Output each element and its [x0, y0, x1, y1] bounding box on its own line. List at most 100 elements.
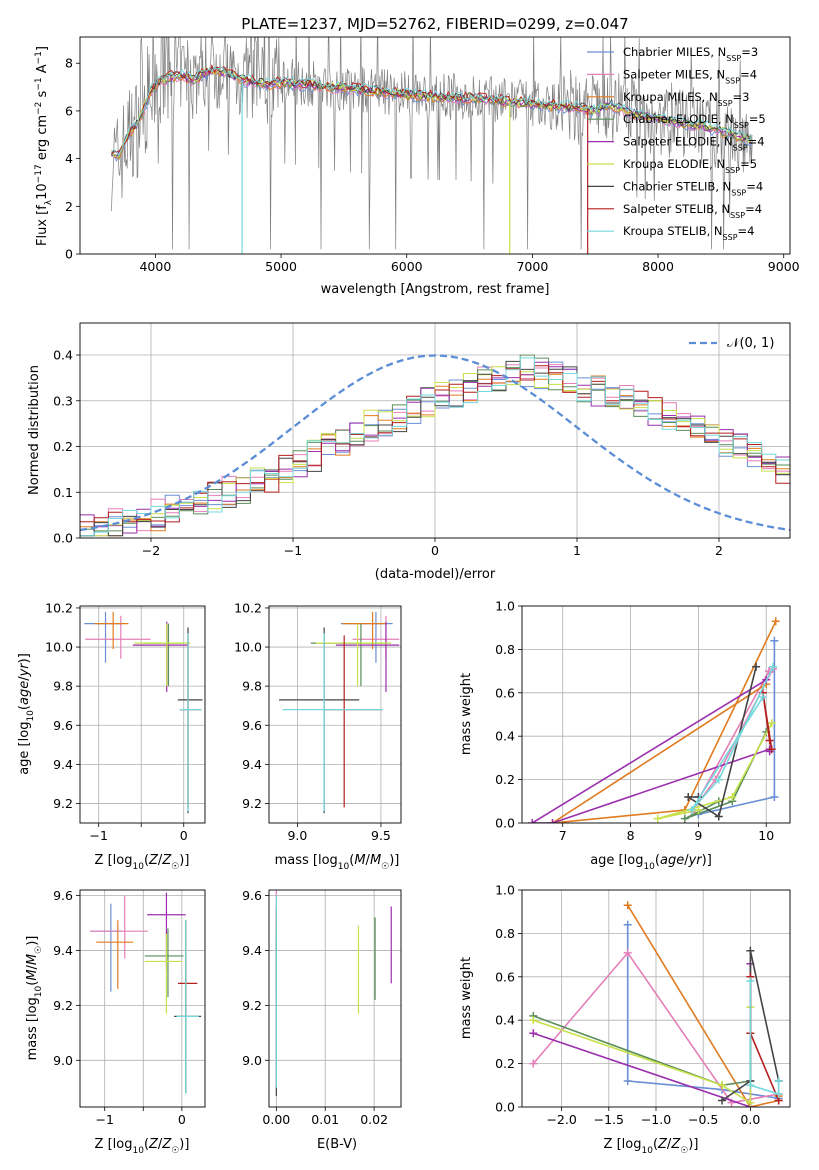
x-tick-label: −1: [284, 543, 302, 558]
x-tick-label: 7: [559, 828, 567, 843]
y-tick-label: 10.2: [234, 600, 262, 615]
label-part: )]: [688, 1137, 698, 1152]
weight-marker-salpeter_stelib: [767, 745, 776, 754]
legend-tail: =4: [740, 67, 757, 81]
plot-area-mass_vs_ebv: [269, 890, 401, 1107]
label-part: erg cm: [35, 115, 50, 164]
gaussian-curve: [80, 354, 790, 532]
label-part: /: [25, 964, 40, 969]
y-tick-label: 0.2: [495, 772, 515, 787]
legend-sub: SSP: [733, 143, 748, 152]
x-axis-label: Z [log10(Z/Z☉)]: [604, 1137, 699, 1156]
weight-marker-kroupa_elodie: [728, 792, 737, 801]
x-tick-label: 7000: [516, 259, 548, 274]
weight-marker-kroupa_stelib: [774, 1089, 783, 1098]
label-part: )]: [17, 653, 32, 663]
model-line-salpeter_stelib: [111, 64, 587, 153]
weight-marker-salpeter_elodie: [529, 1029, 538, 1038]
x-tick-label: 5000: [265, 259, 297, 274]
label-part: Z: [670, 1137, 681, 1152]
y-tick-label: 4: [65, 151, 73, 166]
label-part: Z: [161, 853, 172, 868]
x-tick-label: 0: [178, 1112, 186, 1127]
label-part: −2: [34, 102, 44, 115]
y-axis-label: mass weight: [459, 957, 474, 1039]
label-part: −17: [34, 164, 44, 183]
label-part: age: [17, 681, 32, 705]
y-tick-label: 9.4: [53, 757, 73, 772]
legend-tail: =4: [738, 224, 755, 238]
legend-entry: Chabrier STELIB, NSSP=4: [623, 179, 763, 197]
legend-entry: Salpeter STELIB, NSSP=4: [623, 202, 762, 220]
label-part: M: [370, 853, 381, 868]
plot-area-mass_vs_Z: [80, 890, 205, 1107]
axes-frame: [268, 605, 402, 824]
label-part: )]: [702, 853, 712, 868]
weight-marker-salpeter_miles: [529, 1059, 538, 1068]
x-tick-label: 0.02: [360, 1112, 388, 1127]
label-part: /: [667, 1137, 672, 1152]
label-part: yr: [688, 853, 704, 868]
weight-marker-chabrier_miles: [623, 920, 632, 929]
panel-residuals: −2 −1 0 1 2 0.0 0.1 0.2 0.3 0.4: [53, 322, 791, 558]
label-part: M: [354, 853, 365, 868]
y-tick-label: 0: [65, 247, 73, 262]
y-tick-label: 1.0: [495, 599, 515, 614]
weight-marker-chabrier_stelib: [746, 946, 755, 955]
label-part: (: [144, 853, 149, 868]
x-tick-label: 0.01: [311, 1112, 339, 1127]
y-axis-label: Normed distribution: [27, 365, 42, 495]
label-part: M: [25, 954, 40, 965]
weight-line-salpeter_elodie: [533, 963, 752, 1107]
y-tick-label: 10.2: [45, 600, 73, 615]
weight-line-salpeter_miles: [532, 951, 779, 1104]
axes-frame: [521, 605, 791, 824]
y-tick-label: 9.8: [53, 679, 73, 694]
legend-tail: =4: [746, 179, 763, 193]
label-part: 10: [26, 710, 36, 722]
y-axis-label: mass weight: [459, 673, 474, 755]
y-tick-label: 0.1: [53, 485, 73, 500]
x-tick-label: 9.0: [287, 828, 307, 843]
legend-tail: =3: [733, 90, 750, 104]
legend-tail: =5: [749, 112, 766, 126]
panel-weight_vs_Z: −2.0 −1.5 −1.0 −0.5 0.0 0.0 0.2 0.4 0.6 0.8 1.0: [495, 883, 791, 1127]
legend-entry: Kroupa STELIB, NSSP=4: [623, 224, 754, 242]
weight-line-salpeter_stelib: [749, 976, 780, 1101]
plot-area-residuals: [80, 323, 790, 538]
weight-marker-kroupa_elodie: [653, 814, 662, 823]
x-tick-label: −2.0: [546, 1112, 576, 1127]
label-part: 10: [643, 862, 655, 872]
legend-main: Chabrier MILES, N: [623, 45, 726, 59]
model-line-chabrier_stelib: [110, 67, 753, 156]
legend-sub: SSP: [734, 121, 749, 130]
x-tick-label: −1.0: [641, 1112, 671, 1127]
label-part: 10: [338, 862, 350, 872]
weight-marker-kroupa_stelib: [746, 977, 755, 986]
label-part: (: [17, 705, 32, 710]
label-part: −1: [34, 51, 44, 64]
label-part: mass [log: [25, 997, 40, 1060]
label-part: ]: [35, 46, 50, 51]
x-tick-label: 8: [627, 828, 635, 843]
x-axis-label: E(B-V): [317, 1137, 357, 1152]
legend-main: Salpeter STELIB, N: [623, 202, 730, 216]
weight-marker-kroupa_stelib: [769, 662, 778, 671]
label-part: Z: [657, 1137, 668, 1152]
legend-entry: Salpeter ELODIE, NSSP=4: [623, 135, 765, 153]
legend-tail: =4: [745, 202, 762, 216]
y-tick-label: 0.8: [495, 926, 515, 941]
panel-age_vs_Z: −1 0 9.2 9.4 9.6 9.8 10.0 10.2: [45, 600, 206, 843]
weight-marker-chabrier_stelib: [718, 1096, 727, 1105]
x-tick-label: 0.0: [740, 1112, 760, 1127]
axes-frame: [79, 322, 791, 539]
y-tick-label: 10.0: [45, 640, 73, 655]
label-part: yr: [17, 662, 32, 678]
label-part: mass [log: [275, 853, 338, 868]
label-part: (: [144, 1137, 149, 1152]
weight-marker-chabrier_stelib: [752, 662, 761, 671]
y-tick-label: 0.6: [495, 969, 515, 984]
panel-mass_vs_ebv: 0.00 0.01 0.02 9.0 9.2 9.4 9.6: [242, 888, 402, 1127]
label-part: M: [25, 969, 40, 980]
